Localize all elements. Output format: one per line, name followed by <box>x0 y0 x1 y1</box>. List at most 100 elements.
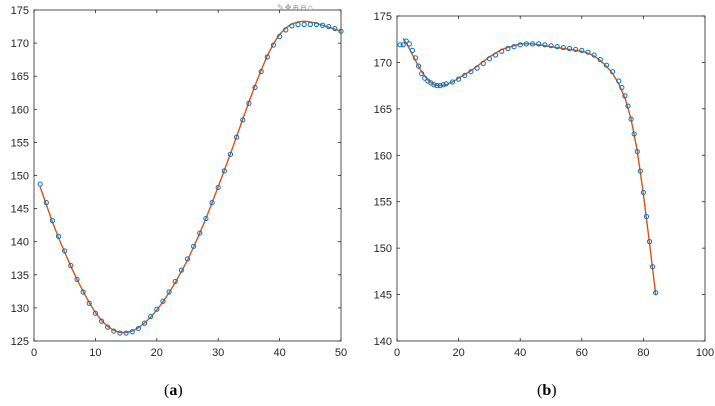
data-point-b <box>573 46 579 53</box>
data-point-b <box>400 42 406 48</box>
axes-toolbar[interactable]: ✎✥⊕⊖⌂ <box>277 3 314 12</box>
data-point-b <box>622 93 628 99</box>
data-point-a <box>283 27 289 33</box>
y-tick-label-a: 155 <box>11 137 29 149</box>
plot-area-b <box>396 15 706 342</box>
data-point-b <box>468 69 474 75</box>
data-point-a <box>160 298 166 304</box>
data-point-b <box>415 63 422 69</box>
data-point-b <box>610 69 616 75</box>
data-point-a <box>98 318 105 324</box>
y-tick-label-b: 170 <box>374 57 392 69</box>
data-point-a <box>92 310 99 316</box>
brush-icon[interactable]: ✎ <box>277 3 285 12</box>
data-point-a <box>301 21 307 28</box>
data-point-b <box>603 62 610 68</box>
data-point-a <box>289 23 295 29</box>
data-point-b <box>409 47 415 53</box>
data-point-b <box>406 41 412 47</box>
data-point-b <box>462 72 468 79</box>
data-point-b <box>631 131 637 137</box>
y-tick-label-b: 145 <box>374 290 392 302</box>
data-point-b <box>397 42 403 48</box>
y-tick-label-b: 175 <box>374 11 392 23</box>
y-tick-label-a: 165 <box>11 71 29 83</box>
data-point-a <box>197 230 203 236</box>
x-tick-label-a: 20 <box>151 347 163 359</box>
data-point-a <box>86 300 92 306</box>
data-point-a <box>319 22 326 28</box>
y-tick-label-b: 160 <box>374 150 392 162</box>
data-point-b <box>650 264 656 270</box>
panel-label-a-letter: a <box>169 382 178 399</box>
panel-label-b-letter: b <box>542 382 552 399</box>
x-tick-label-a: 40 <box>273 347 285 359</box>
pan-icon[interactable]: ✥ <box>284 3 293 12</box>
data-point-b <box>628 116 634 122</box>
data-point-b <box>548 43 554 49</box>
data-point-a <box>43 200 49 206</box>
data-point-b <box>505 45 511 52</box>
chart-panel-a: 0 10 20 30 40 50 125 130 135 140 145 150 155 160 165 17… <box>11 5 347 359</box>
data-point-a <box>338 28 344 34</box>
data-point-a <box>117 330 123 336</box>
chart-panel-b: 0 20 40 60 80 100 140 145 150 155 160 165 170 175 <box>374 11 715 359</box>
data-point-a <box>313 21 320 28</box>
data-point-a <box>111 328 117 334</box>
data-point-b <box>449 79 456 85</box>
x-tick-label-b: 40 <box>514 347 526 359</box>
x-tick-label-a: 50 <box>335 347 347 359</box>
data-point-b <box>422 75 428 81</box>
x-tick-label-b: 60 <box>576 347 588 359</box>
data-point-a <box>270 42 277 48</box>
data-point-a <box>49 217 56 224</box>
data-point-a <box>221 168 227 174</box>
data-point-a <box>227 151 234 157</box>
data-point-b <box>542 42 548 48</box>
data-point-a <box>277 33 283 40</box>
data-point-b <box>536 41 542 47</box>
data-point-a <box>80 289 86 295</box>
data-point-a <box>123 330 129 336</box>
data-point-b <box>597 57 603 63</box>
data-point-a <box>68 262 74 269</box>
data-point-b <box>643 213 650 220</box>
data-point-b <box>619 84 625 91</box>
data-point-a <box>37 181 43 187</box>
y-tick-label-a: 150 <box>11 171 29 183</box>
data-point-a <box>240 117 246 123</box>
panel-label-a-close: ) <box>177 382 183 399</box>
data-point-a <box>307 21 313 28</box>
data-point-a <box>326 23 332 30</box>
y-tick-label-a: 160 <box>11 104 29 116</box>
data-point-a <box>215 184 221 191</box>
y-tick-label-b: 140 <box>374 336 392 348</box>
data-point-a <box>55 233 62 239</box>
x-tick-label-b: 0 <box>394 347 400 359</box>
data-point-b <box>566 45 573 52</box>
y-tick-label-a: 145 <box>11 204 29 216</box>
data-point-b <box>474 65 480 71</box>
data-point-b <box>499 48 505 54</box>
y-tick-label-b: 150 <box>374 243 392 255</box>
data-point-a <box>141 320 148 326</box>
data-point-b <box>554 44 560 50</box>
data-point-b <box>637 168 643 174</box>
data-point-b <box>646 239 653 245</box>
data-point-b <box>431 82 437 88</box>
data-point-a <box>172 278 178 285</box>
zoom-out-icon[interactable]: ⊖ <box>300 3 308 12</box>
data-point-b <box>403 38 409 44</box>
data-point-a <box>246 100 252 106</box>
y-tick-label-a: 140 <box>11 237 29 249</box>
data-point-a <box>62 248 68 254</box>
data-point-b <box>434 83 440 89</box>
home-icon[interactable]: ⌂ <box>307 3 314 12</box>
data-point-b <box>523 41 529 47</box>
zoom-in-icon[interactable]: ⊕ <box>292 3 301 12</box>
y-tick-label-a: 135 <box>11 270 29 282</box>
plot-area-a <box>33 9 342 342</box>
data-point-b <box>511 44 517 50</box>
data-point-b <box>653 290 659 296</box>
